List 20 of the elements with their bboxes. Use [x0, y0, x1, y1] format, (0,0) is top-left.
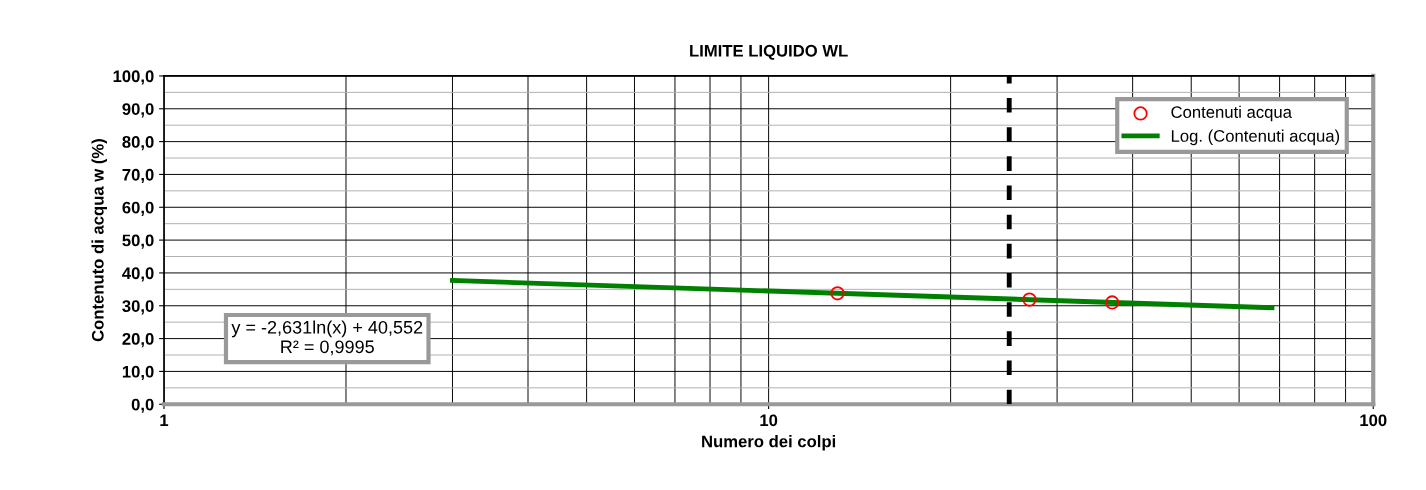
y-tick-label: 30,0: [122, 300, 154, 315]
y-tick-label: 70,0: [122, 168, 154, 184]
y-tick-label: 20,0: [122, 332, 154, 348]
y-tick-label: 80,0: [122, 136, 154, 151]
y-tick-label: 90,0: [122, 103, 154, 118]
y-tick-label: 100,0: [113, 70, 154, 85]
legend-label: Contenuti acqua: [1171, 105, 1292, 122]
x-tick-label: 100: [1360, 414, 1387, 427]
x-tick-label: 1: [160, 414, 169, 427]
chart-title: LIMITE LIQUIDO WL: [690, 44, 848, 60]
y-tick-label: 10,0: [122, 365, 154, 381]
y-tick-label: 60,0: [122, 201, 154, 216]
y-tick-label: 40,0: [122, 267, 154, 282]
y-tick-label: 0,0: [131, 398, 154, 413]
legend-label: Log. (Contenuti acqua): [1171, 129, 1340, 146]
y-tick-label: 50,0: [122, 234, 154, 249]
y-axis-title: Contenuto di acqua w (%): [91, 139, 108, 342]
annotation: y = -2,631ln(x) + 40,552 R² = 0,9995: [231, 320, 423, 356]
x-tick-label: 10: [760, 414, 778, 427]
x-axis-title: Numero dei colpi: [702, 435, 836, 451]
